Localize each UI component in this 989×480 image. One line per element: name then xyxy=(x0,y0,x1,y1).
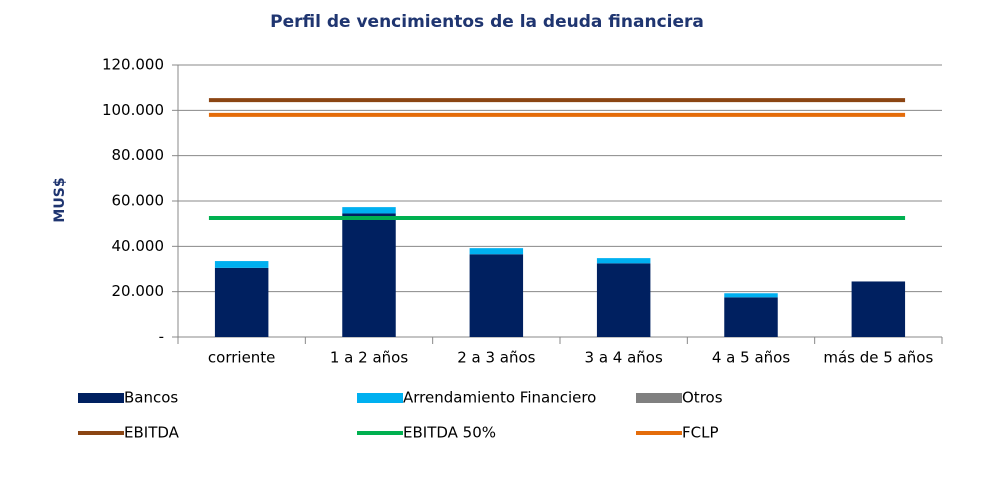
y-tick-label: 60.000 xyxy=(112,192,165,210)
bar xyxy=(342,213,396,337)
y-axis-label: MUS$ xyxy=(52,177,68,222)
legend-label: EBITDA 50% xyxy=(403,424,496,442)
bar xyxy=(596,263,651,337)
legend-label: FCLP xyxy=(682,424,719,442)
bar xyxy=(596,258,651,264)
y-tick-label: - xyxy=(159,328,164,346)
legend-label: Bancos xyxy=(124,389,178,407)
legend-swatch xyxy=(78,393,124,403)
legend-label: Arrendamiento Financiero xyxy=(403,389,596,407)
chart-title: Perfil de vencimientos de la deuda finan… xyxy=(270,12,704,32)
x-tick-label: 2 a 3 años xyxy=(457,349,535,367)
y-tick-label: 120.000 xyxy=(102,56,164,74)
y-tick-label: 40.000 xyxy=(112,237,165,255)
bar xyxy=(214,267,269,337)
legend-swatch xyxy=(636,393,682,403)
x-tick-label: corriente xyxy=(208,349,276,367)
legend-label: Otros xyxy=(682,389,723,407)
bar xyxy=(469,254,524,337)
x-tick-label: 4 a 5 años xyxy=(712,349,790,367)
y-tick-label: 100.000 xyxy=(102,101,164,119)
y-tick-label: 20.000 xyxy=(112,282,165,300)
x-tick-label: 1 a 2 años xyxy=(330,349,408,367)
legend-swatch xyxy=(357,393,403,403)
bar xyxy=(342,207,396,214)
x-tick-label: más de 5 años xyxy=(823,349,933,367)
bar xyxy=(214,261,269,268)
bar xyxy=(469,248,524,255)
y-tick-label: 80.000 xyxy=(112,146,165,164)
legend-label: EBITDA xyxy=(124,424,180,442)
bar xyxy=(724,293,778,298)
bar xyxy=(851,281,906,337)
x-tick-label: 3 a 4 años xyxy=(585,349,663,367)
bar xyxy=(724,297,778,337)
